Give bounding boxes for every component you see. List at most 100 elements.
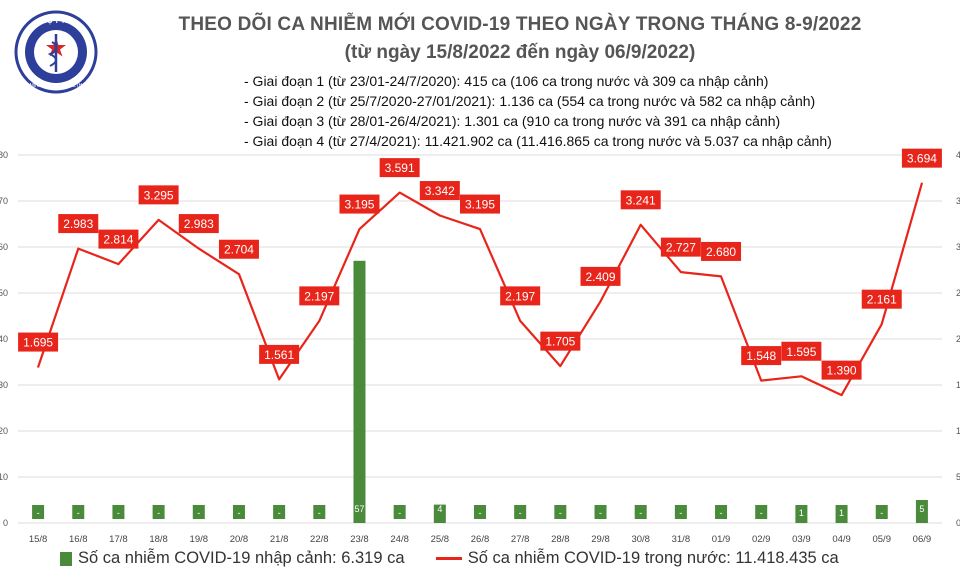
line-point xyxy=(77,247,80,250)
line-value-label: 2.983 xyxy=(184,217,214,231)
x-tick-label: 06/9 xyxy=(913,534,932,545)
bar-label-box xyxy=(594,505,607,519)
bar-value-label: - xyxy=(679,508,682,518)
phase-note-3: - Giai đoạn 3 (từ 28/01-26/4/2021): 1.30… xyxy=(244,113,781,129)
bar-label-box xyxy=(554,505,567,519)
line-point xyxy=(318,320,321,322)
line-point xyxy=(439,214,441,217)
bar-label-box xyxy=(514,505,527,519)
line-value-label: 2.161 xyxy=(867,293,897,307)
logo-bottom-text: MINISTRY OF HEALTH xyxy=(30,83,83,89)
bar-value-label: - xyxy=(77,508,80,518)
line-point xyxy=(880,323,883,325)
line-point xyxy=(157,219,160,221)
line-point xyxy=(238,273,240,276)
bar-label-box xyxy=(232,505,245,519)
bar-label-box xyxy=(192,505,205,519)
x-tick-label: 17/8 xyxy=(109,534,128,545)
right-tick-label: 2000 xyxy=(956,334,960,344)
line-point xyxy=(358,228,361,230)
line-value-label: 1.705 xyxy=(545,335,575,349)
x-tick-label: 15/8 xyxy=(29,534,48,545)
left-tick-label: 80 xyxy=(0,150,8,160)
bar-value-label: - xyxy=(720,508,723,518)
x-tick-label: 28/8 xyxy=(551,534,570,545)
x-tick-label: 25/8 xyxy=(431,534,450,545)
bar-label-box xyxy=(674,505,687,519)
legend-bar-item: Số ca nhiễm COVID-19 nhập cảnh: 6.319 ca xyxy=(60,549,405,568)
right-tick-label: 0 xyxy=(956,518,960,528)
line-point xyxy=(840,394,843,396)
line-value-label: 1.390 xyxy=(827,364,857,378)
line-point xyxy=(519,320,521,322)
line-point xyxy=(921,182,923,184)
line-value-label-box xyxy=(861,289,902,309)
x-tick-label: 19/8 xyxy=(190,534,209,545)
line-value-label-box xyxy=(259,344,300,364)
bar-label-box xyxy=(715,505,728,519)
line-value-label-box xyxy=(178,214,219,234)
line-value-label: 1.561 xyxy=(264,348,294,362)
bar-value-label: - xyxy=(479,508,482,518)
line-value-label: 3.694 xyxy=(907,152,937,166)
phase-note-2: - Giai đoạn 2 (từ 25/7/2020-27/01/2021):… xyxy=(244,93,816,109)
line-point xyxy=(398,191,401,194)
line-value-label-box xyxy=(18,332,59,352)
x-tick-label: 26/8 xyxy=(471,534,490,545)
legend-line-label: Số ca nhiễm COVID-19 trong nước: 11.418.… xyxy=(467,549,839,568)
left-tick-label: 20 xyxy=(0,426,8,436)
bar-value-label: - xyxy=(639,508,642,518)
line-value-label-box xyxy=(701,241,742,261)
line-value-label-box xyxy=(500,286,541,306)
phase-note-1: - Giai đoạn 1 (từ 23/01-24/7/2020): 415 … xyxy=(244,73,769,89)
chart-title: THEO DÕI CA NHIỄM MỚI COVID-19 THEO NGÀY… xyxy=(178,14,862,35)
left-tick-label: 0 xyxy=(3,518,8,528)
line-value-label-box xyxy=(580,266,621,286)
line-point xyxy=(197,247,200,250)
line-value-label: 1.595 xyxy=(786,345,816,359)
bar-label-box xyxy=(112,505,125,519)
x-tick-label: 21/8 xyxy=(270,534,289,545)
logo-top-text: BỘ Y TẾ xyxy=(42,15,70,25)
right-tick-label: 2500 xyxy=(956,288,960,298)
line-value-label: 2.814 xyxy=(103,233,133,247)
line-value-label: 3.295 xyxy=(144,188,174,202)
left-tick-label: 50 xyxy=(0,288,8,298)
bar-label-box xyxy=(393,505,406,519)
bar-value-label: - xyxy=(398,508,401,518)
line-value-label: 3.195 xyxy=(465,198,495,212)
line-value-label-box xyxy=(299,286,340,306)
bar-value-label: - xyxy=(318,508,321,518)
x-tick-label: 30/8 xyxy=(631,534,650,545)
line-value-label-box xyxy=(138,185,179,205)
bar-series xyxy=(32,260,928,523)
bar xyxy=(795,518,808,523)
line-value-label-box xyxy=(821,360,862,380)
line-point xyxy=(117,263,120,265)
bar-value-label: 4 xyxy=(437,504,442,514)
line-value-label: 3.342 xyxy=(425,184,455,198)
bar-value-label: - xyxy=(519,508,522,518)
left-tick-label: 30 xyxy=(0,380,8,390)
line-point xyxy=(479,228,481,230)
line-point xyxy=(639,224,642,226)
line-point xyxy=(720,275,722,278)
bar-label-box xyxy=(474,505,486,519)
line-value-label: 2.197 xyxy=(505,289,535,303)
line-value-label-box xyxy=(660,237,701,257)
line-point xyxy=(37,366,39,368)
line-value-labels: 1.695 2.983 2.814 3.295 2.983 2.704 1.561 2.197… xyxy=(18,148,942,380)
grid-lines xyxy=(18,154,942,524)
right-tick-label: 3500 xyxy=(956,196,960,206)
right-tick-label: 1500 xyxy=(956,380,960,390)
bar-label-box xyxy=(313,505,326,519)
line-value-label: 1.695 xyxy=(23,336,53,350)
line-point xyxy=(599,300,602,303)
left-axis-ticks: 0 10 20 30 40 50 60 70 80 xyxy=(0,150,8,528)
bar-value-label: 57 xyxy=(354,504,364,514)
left-tick-label: 70 xyxy=(0,196,8,206)
bar xyxy=(433,504,446,523)
bar-value-label: 5 xyxy=(919,504,924,514)
x-axis-ticks: 15/8 16/8 17/8 18/8 19/8 20/8 21/8 22/8 23/8 24/8… xyxy=(29,534,931,545)
